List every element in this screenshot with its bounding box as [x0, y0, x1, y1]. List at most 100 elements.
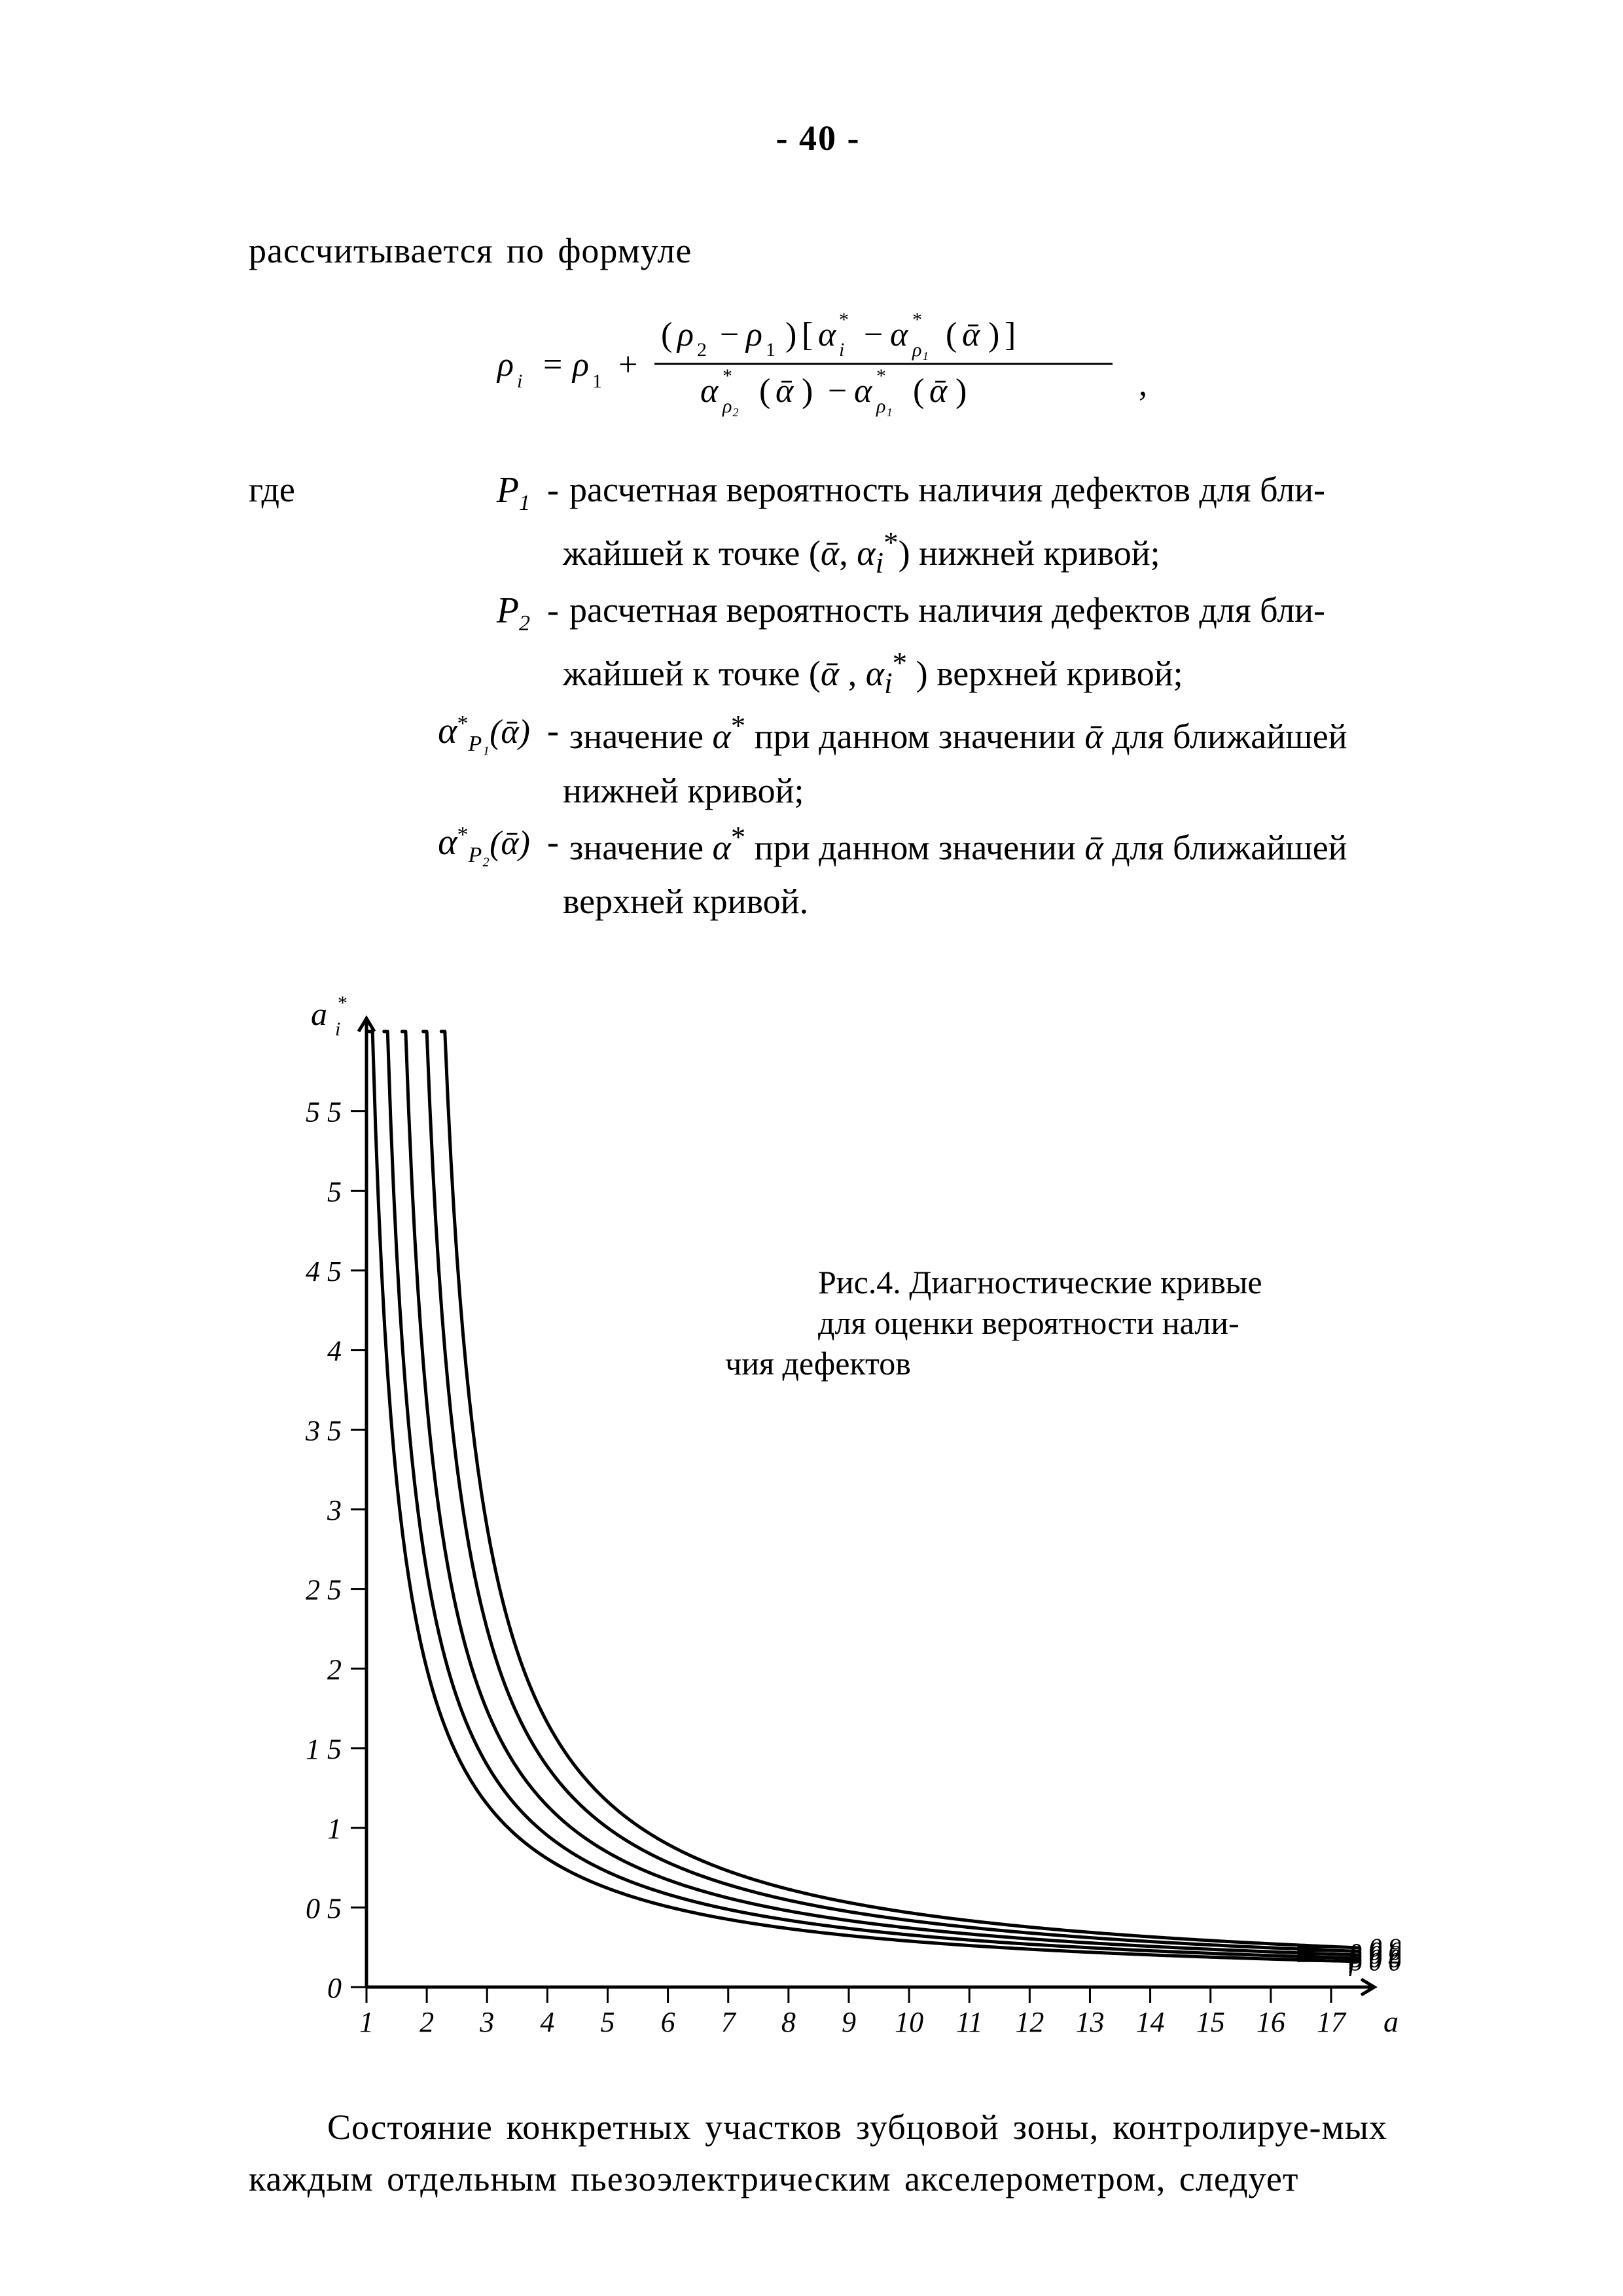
definition-text-cont: жайшей к точке (ᾱ, αi*) нижней кривой;	[563, 522, 1387, 584]
svg-text:(: (	[759, 372, 770, 410]
svg-text:i: i	[839, 339, 844, 361]
svg-text:4 5: 4 5	[306, 1255, 342, 1287]
svg-text:3: 3	[327, 1494, 342, 1526]
svg-text:5: 5	[327, 1176, 342, 1208]
svg-text:13: 13	[1075, 2006, 1104, 2038]
svg-text:1: 1	[327, 1813, 342, 1845]
svg-text:5 5: 5 5	[306, 1096, 342, 1128]
definition-text-cont: нижней кривой;	[563, 765, 1387, 816]
definition-row: гдеP1-расчетная вероятность наличия дефе…	[249, 464, 1387, 519]
svg-text:9: 9	[842, 2006, 856, 2038]
svg-text:1: 1	[766, 339, 776, 361]
svg-text:0 5: 0 5	[306, 1893, 342, 1925]
svg-text:ρ: ρ	[745, 316, 762, 353]
svg-text:): )	[955, 372, 967, 410]
svg-text:,: ,	[1139, 366, 1147, 403]
svg-text:−: −	[828, 372, 847, 410]
svg-text:ρ: ρ	[496, 346, 514, 384]
svg-text:i: i	[517, 370, 522, 392]
svg-text:3: 3	[479, 2006, 494, 2038]
definition-text-cont: верхней кривой.	[563, 876, 1387, 927]
definition-row: P2-расчетная вероятность наличия дефекто…	[249, 584, 1387, 639]
svg-text:ρ: ρ	[571, 346, 589, 384]
svg-text:ρ₁: ρ₁	[912, 339, 929, 361]
svg-text:): )	[785, 316, 796, 353]
svg-text:0: 0	[327, 1972, 342, 2004]
svg-text:16: 16	[1257, 2006, 1285, 2038]
svg-text:ᾱ: ᾱ	[962, 316, 981, 353]
svg-text:6: 6	[661, 2006, 675, 2038]
svg-text:2 5: 2 5	[306, 1574, 342, 1606]
definition-text: расчетная вероятность наличия дефектов д…	[569, 584, 1387, 636]
svg-text:12: 12	[1015, 2006, 1044, 2038]
dash: -	[537, 816, 569, 867]
svg-text:17: 17	[1317, 2006, 1347, 2038]
svg-text:α: α	[818, 316, 837, 353]
footer-paragraph: Состояние конкретных участков зубцовой з…	[249, 2102, 1387, 2204]
svg-text:ρ: ρ	[676, 316, 694, 353]
svg-text:+: +	[618, 346, 637, 384]
svg-text:a: a	[1383, 2005, 1399, 2038]
svg-text:ρ₂: ρ₂	[722, 395, 739, 417]
where-label: где	[249, 464, 380, 515]
definition-text: значение α* при данном значении ᾱ для бл…	[569, 816, 1387, 873]
intro-text: рассчитывается по формуле	[249, 230, 1387, 271]
svg-text:15: 15	[1196, 2006, 1225, 2038]
svg-text:α: α	[854, 372, 873, 410]
svg-text:(: (	[946, 316, 957, 353]
svg-text:*: *	[338, 992, 348, 1014]
definitions-list: гдеP1-расчетная вероятность наличия дефе…	[249, 464, 1387, 927]
svg-text:−: −	[720, 316, 739, 353]
svg-text:=: =	[543, 346, 562, 384]
svg-text:11: 11	[956, 2006, 983, 2038]
definition-symbol: P2	[380, 584, 537, 639]
dash: -	[537, 464, 569, 515]
svg-text:ᾱ: ᾱ	[929, 372, 948, 410]
svg-text:*: *	[876, 365, 886, 387]
svg-text:i: i	[335, 1018, 340, 1040]
svg-text:): )	[802, 372, 813, 410]
definition-text-cont: жайшей к точке (ᾱ , αi* ) верхней кривой…	[563, 642, 1387, 705]
svg-text:4: 4	[327, 1335, 342, 1367]
chart-figure: 00 511 522 533 544 555 5ai*1234567891011…	[249, 953, 1387, 2082]
definition-symbol: α*P₂(ᾱ)	[380, 816, 537, 871]
svg-text:[: [	[802, 316, 813, 353]
svg-text:Рис.4. Диагностические кривые: Рис.4. Диагностические кривые	[818, 1264, 1262, 1300]
svg-text:7: 7	[721, 2006, 737, 2038]
svg-text:для оценки вероятности нали-: для оценки вероятности нали-	[818, 1304, 1240, 1341]
svg-text:10: 10	[895, 2006, 923, 2038]
svg-text:3 5: 3 5	[305, 1415, 342, 1447]
svg-text:1: 1	[592, 370, 602, 392]
page-number: - 40 -	[249, 118, 1387, 158]
svg-text:2: 2	[419, 2006, 434, 2038]
svg-text:5: 5	[600, 2006, 615, 2038]
svg-text:2: 2	[697, 339, 707, 361]
definition-text: значение α* при данном значении ᾱ для бл…	[569, 705, 1387, 762]
svg-text:*: *	[839, 309, 849, 331]
svg-text:α: α	[700, 372, 719, 410]
svg-text:): )	[988, 316, 999, 353]
svg-text:1 5: 1 5	[306, 1733, 342, 1765]
svg-text:8: 8	[781, 2006, 796, 2038]
dash: -	[537, 584, 569, 636]
svg-text:2: 2	[327, 1654, 342, 1686]
definition-text: расчетная вероятность наличия дефектов д…	[569, 464, 1387, 515]
definition-symbol: P1	[380, 464, 537, 519]
svg-text:]: ]	[1005, 316, 1016, 353]
definition-row: α*P₂(ᾱ)-значение α* при данном значении …	[249, 816, 1387, 873]
svg-text:1: 1	[359, 2006, 374, 2038]
svg-text:ρ₁: ρ₁	[876, 395, 893, 417]
svg-text:ρ 0 01: ρ 0 01	[1348, 1947, 1400, 1977]
definition-symbol: α*P₁(ᾱ)	[380, 705, 537, 760]
svg-text:4: 4	[540, 2006, 554, 2038]
svg-text:α: α	[890, 316, 909, 353]
svg-text:14: 14	[1136, 2006, 1165, 2038]
svg-text:чия дефектов: чия дефектов	[725, 1345, 911, 1382]
svg-text:*: *	[912, 309, 922, 331]
svg-text:ᾱ: ᾱ	[776, 372, 794, 410]
formula: ρi=ρ1+(ρ2−ρ1)[αi*−αρ₁*(ᾱ)]αρ₂*(ᾱ)−αρ₁*(ᾱ…	[249, 291, 1387, 438]
definition-row: α*P₁(ᾱ)-значение α* при данном значении …	[249, 705, 1387, 762]
svg-text:(: (	[913, 372, 924, 410]
svg-text:a: a	[311, 996, 327, 1032]
svg-text:*: *	[722, 365, 732, 387]
